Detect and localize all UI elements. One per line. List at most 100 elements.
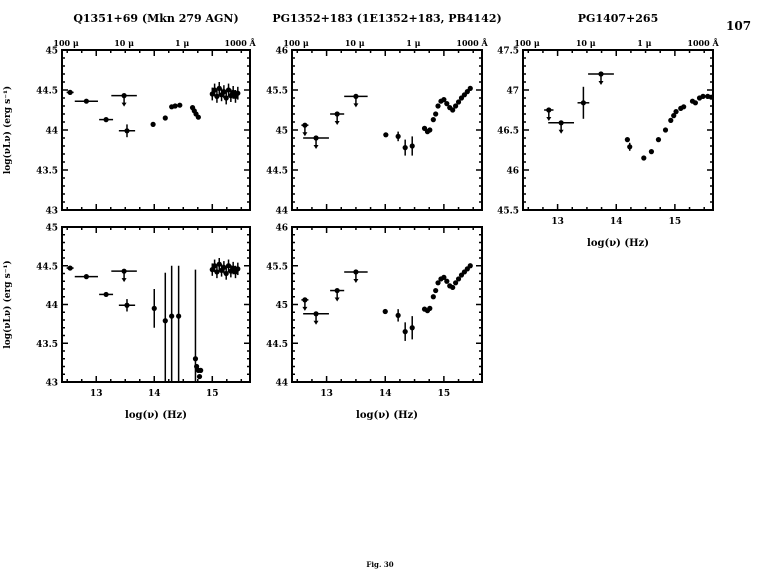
point-marker <box>334 111 340 117</box>
data-point <box>453 280 459 286</box>
chart-panel-3: 45.5 46 46.5 47 47.5 13 14 15 100 μ 10 μ 1 μ 1000 Å… <box>497 12 719 249</box>
data-point <box>216 258 222 271</box>
y-tick-label: 43.5 <box>36 340 58 350</box>
data-point <box>577 86 590 119</box>
upper-limit-marker <box>301 122 309 137</box>
top-axis-label: 1 μ <box>406 38 420 48</box>
data-point <box>221 85 227 98</box>
data-point <box>433 287 439 294</box>
point-marker <box>433 111 439 117</box>
point-marker <box>196 373 203 380</box>
data-point <box>225 83 232 97</box>
chart-panel-4: 43 43.5 44 44.5 45 13 14 15 log(ν) (Hz) log(νLν) … <box>2 224 251 421</box>
point-marker <box>177 102 183 108</box>
y-tick-label: 44.5 <box>266 340 288 350</box>
point-marker <box>441 274 447 280</box>
point-marker <box>150 121 156 127</box>
point-marker <box>225 87 232 93</box>
data-point <box>198 367 204 373</box>
point-marker <box>402 145 408 151</box>
upper-limit-marker <box>344 269 368 283</box>
point-marker <box>444 278 450 284</box>
point-marker <box>673 109 679 115</box>
point-marker <box>353 93 359 99</box>
arrowhead-icon <box>302 306 308 311</box>
x-tick-label: 13 <box>320 389 333 399</box>
point-marker <box>151 305 157 311</box>
point-marker <box>692 100 699 106</box>
arrowhead-icon <box>334 121 340 125</box>
top-axis-label: 1000 Å <box>225 38 257 48</box>
point-marker <box>441 97 447 103</box>
point-marker <box>433 287 439 294</box>
y-tick-label: 43 <box>45 379 58 389</box>
top-axis-label: 10 μ <box>114 38 134 48</box>
y-tick-label: 44 <box>45 301 58 311</box>
point-marker <box>444 101 450 107</box>
data-point <box>444 278 450 284</box>
data-point <box>668 117 674 123</box>
upper-limit-marker <box>301 297 309 311</box>
data-point <box>455 276 462 282</box>
data-point <box>235 86 241 100</box>
data-point <box>409 316 415 340</box>
data-point <box>172 103 178 109</box>
point-marker <box>169 313 175 319</box>
plot-frame <box>61 226 251 383</box>
point-marker <box>67 89 73 95</box>
data-point <box>151 289 157 328</box>
y-tick-label: 43 <box>45 207 58 217</box>
point-marker <box>383 132 389 138</box>
point-marker <box>382 308 388 315</box>
data-point <box>150 121 156 127</box>
data-point <box>395 131 401 142</box>
x-tick-label: 14 <box>379 389 392 399</box>
top-axis-label: 100 μ <box>514 38 539 48</box>
point-marker <box>395 133 401 139</box>
point-marker <box>467 263 473 269</box>
point-marker <box>453 280 459 286</box>
point-marker <box>83 274 89 280</box>
upper-limit-marker <box>548 120 575 134</box>
point-marker <box>641 155 647 161</box>
data-point <box>66 265 74 271</box>
top-axis-label: 10 μ <box>345 38 365 48</box>
page-number: 107 <box>726 19 751 33</box>
point-marker <box>194 363 200 370</box>
arrowhead-icon <box>353 278 359 283</box>
top-axis-label: 1 μ <box>175 38 189 48</box>
top-axis-label: 10 μ <box>576 38 596 48</box>
data-point <box>441 274 447 280</box>
data-point <box>467 263 473 269</box>
point-marker <box>427 305 433 311</box>
x-tick-label: 13 <box>551 217 564 227</box>
data-point <box>435 103 441 109</box>
upper-limit-marker <box>111 268 137 283</box>
point-marker <box>121 268 127 274</box>
top-axis-label: 100 μ <box>283 38 308 48</box>
point-marker <box>648 149 655 155</box>
y-tick-label: 46 <box>506 167 519 177</box>
point-marker <box>671 113 677 119</box>
point-marker <box>162 115 168 121</box>
plot-frame <box>61 49 251 211</box>
data-point <box>74 98 98 104</box>
upper-limit-marker <box>344 93 368 108</box>
data-point <box>223 267 229 280</box>
point-marker <box>302 122 308 128</box>
x-tick-label: 14 <box>610 217 623 227</box>
y-axis-label: log(νLν) (erg s⁻¹) <box>2 86 13 174</box>
point-marker <box>198 367 204 373</box>
data-point <box>99 291 114 298</box>
point-marker <box>313 311 319 317</box>
y-tick-label: 43.5 <box>36 167 58 177</box>
y-tick-label: 46 <box>275 47 288 57</box>
upper-limit-marker <box>544 107 554 121</box>
data-point <box>662 127 669 133</box>
arrowhead-icon <box>353 103 359 108</box>
data-point <box>66 89 74 95</box>
point-marker <box>67 265 73 271</box>
data-point <box>453 103 459 109</box>
point-marker <box>558 120 564 126</box>
